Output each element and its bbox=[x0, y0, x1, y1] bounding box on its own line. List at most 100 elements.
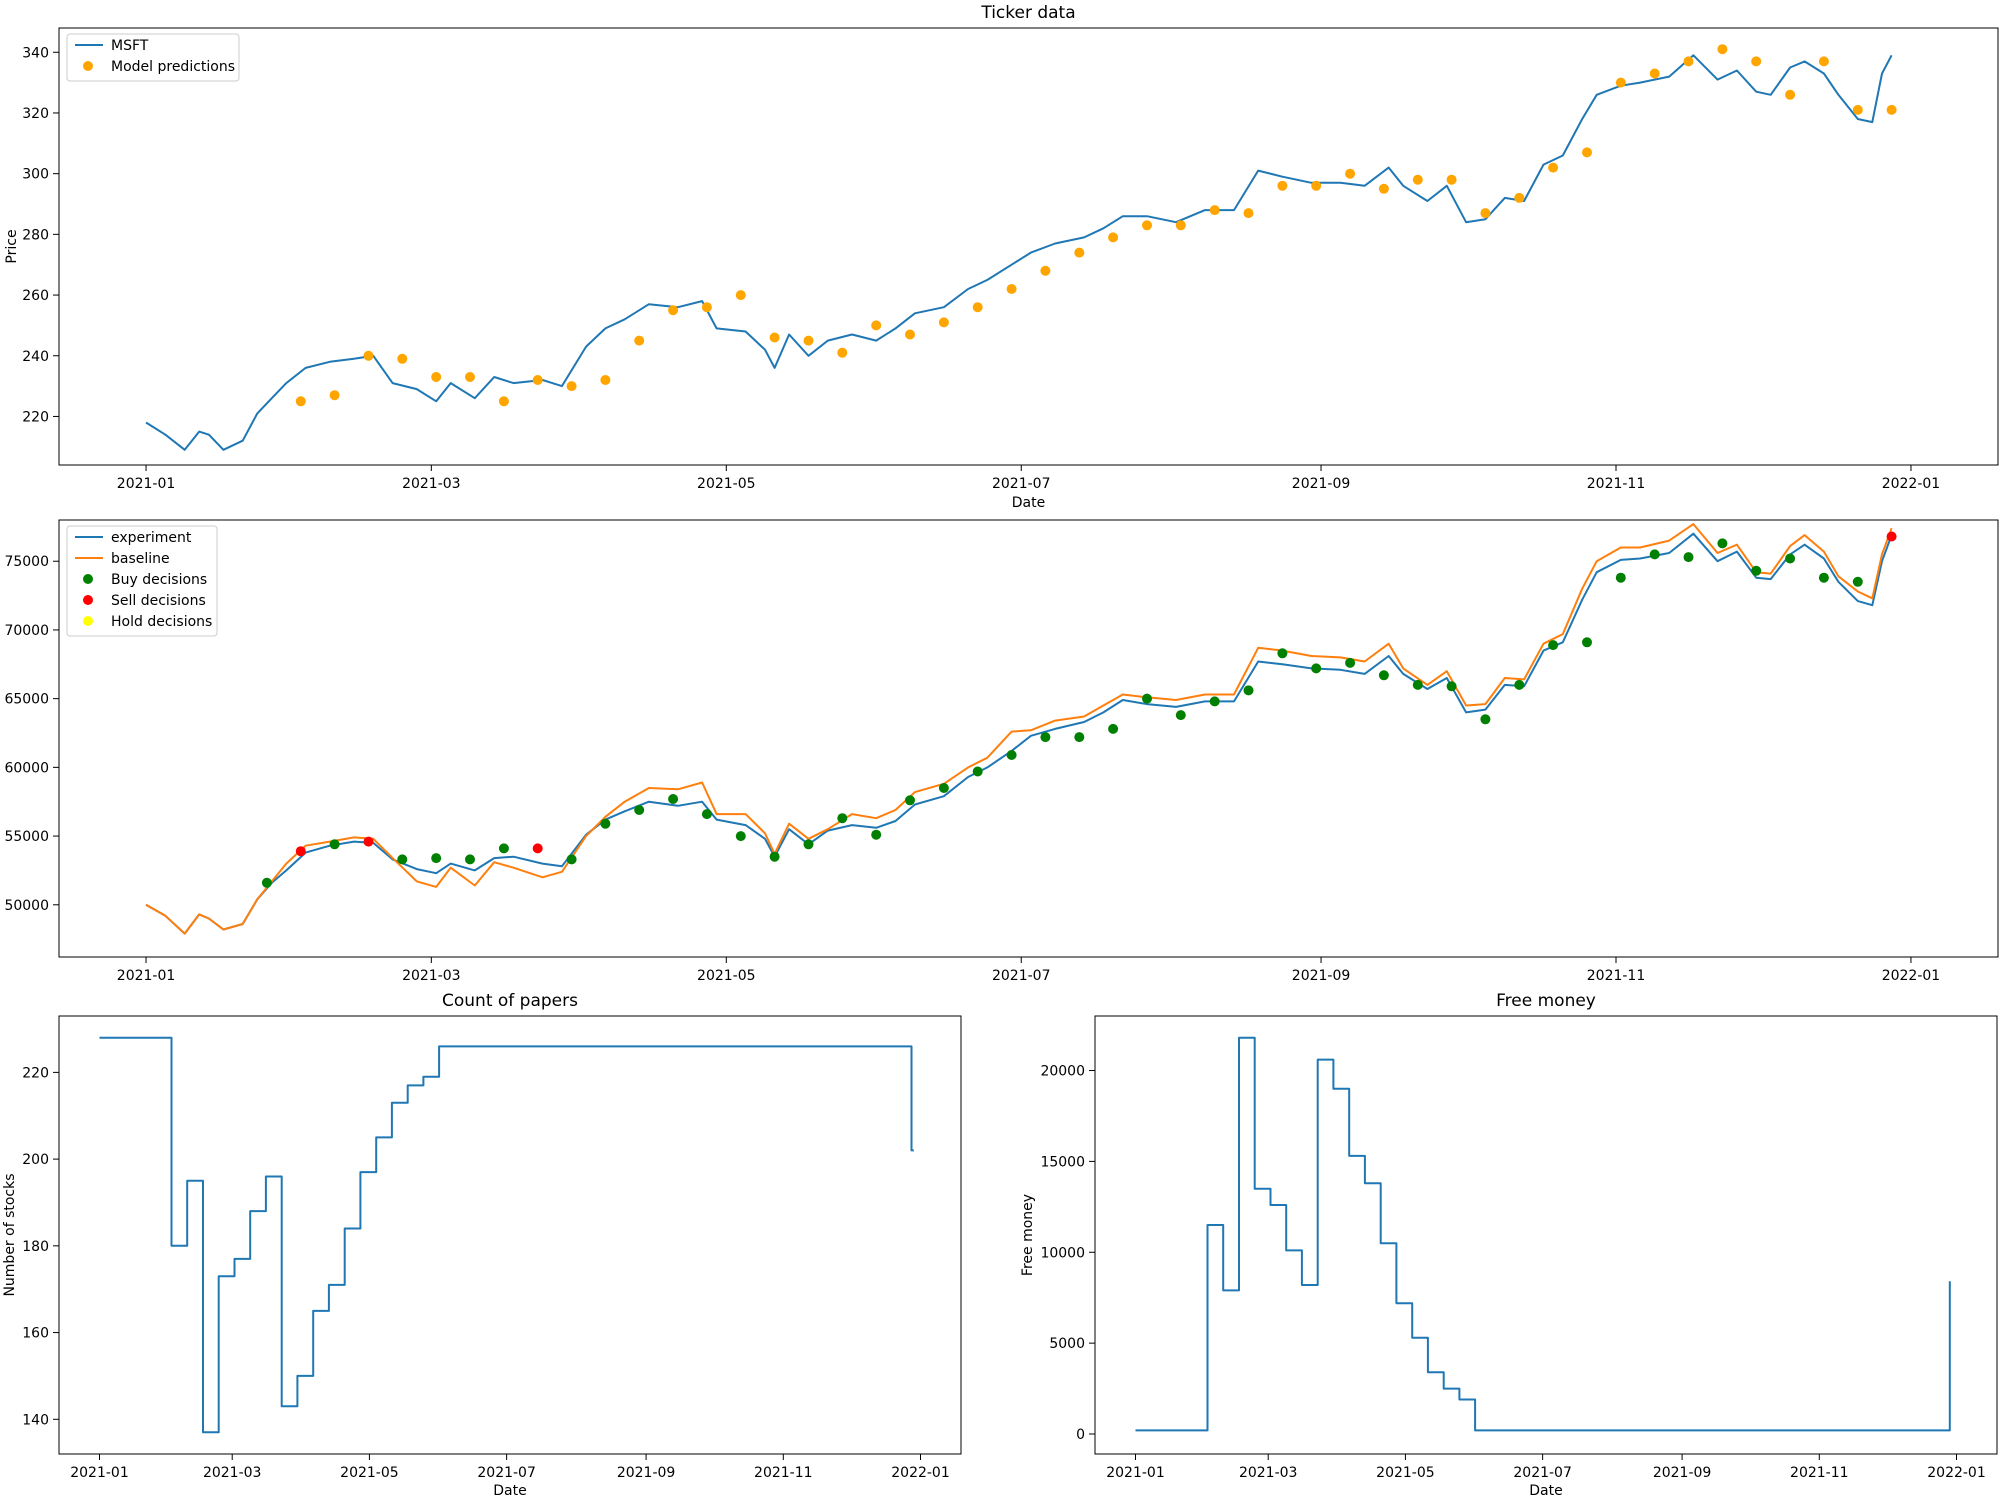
x-tick-label: 2021-03 bbox=[402, 968, 461, 984]
series-line bbox=[99, 1036, 914, 1434]
x-tick-label: 2021-11 bbox=[1587, 476, 1646, 492]
model-predictions-point bbox=[1142, 220, 1152, 231]
buy-decisions-point bbox=[465, 854, 475, 865]
sell-decisions-point bbox=[532, 843, 543, 854]
y-tick-label: 70000 bbox=[4, 623, 49, 639]
plot-frame bbox=[58, 1015, 962, 1455]
y-tick-label: 20000 bbox=[1040, 1064, 1085, 1080]
buy-decisions-point bbox=[1108, 723, 1119, 734]
count-of-papers-chart: Count of papers 2021-01 2021-03 2021-05 202… bbox=[2, 991, 962, 1499]
model-predictions-point bbox=[735, 290, 746, 301]
x-tick-label: 2021-01 bbox=[70, 1465, 129, 1481]
buy-decisions-point bbox=[634, 805, 645, 815]
model-predictions-point bbox=[1378, 183, 1389, 194]
y-tick-label: 50000 bbox=[4, 898, 49, 914]
legend: experiment baseline Buy decisions Sell d… bbox=[66, 525, 218, 637]
model-predictions-point bbox=[1209, 205, 1220, 216]
buy-decisions-point bbox=[837, 813, 848, 824]
legend-marker-buy bbox=[83, 574, 93, 584]
model-predictions-point bbox=[1548, 162, 1559, 173]
y-tick-label: 60000 bbox=[4, 760, 49, 776]
y-axis-label: Number of stocks bbox=[2, 1173, 18, 1296]
model-predictions-point bbox=[295, 396, 306, 407]
y-tick-label: 220 bbox=[22, 1065, 49, 1081]
buy-decisions-point bbox=[1040, 732, 1051, 743]
buy-decisions-point bbox=[1818, 572, 1829, 583]
y-axis-label: Price bbox=[4, 229, 20, 263]
series-line bbox=[1135, 1036, 1951, 1432]
ticker-price-chart: Ticker data 2021-01 2021-03 2021-05 2021-07… bbox=[4, 3, 1999, 511]
buy-decisions-point bbox=[701, 809, 712, 820]
x-tick-label: 2021-01 bbox=[117, 968, 176, 984]
y-tick-label: 10000 bbox=[1040, 1245, 1085, 1261]
buy-decisions-point bbox=[1649, 549, 1660, 560]
x-tick-label: 2021-05 bbox=[340, 1465, 399, 1481]
y-tick-label: 340 bbox=[22, 45, 49, 61]
x-tick-label: 2021-09 bbox=[617, 1465, 676, 1481]
buy-decisions-point bbox=[1345, 657, 1356, 668]
model-predictions-point bbox=[329, 390, 340, 401]
sell-decisions-point bbox=[1886, 531, 1897, 542]
buy-decisions-point bbox=[1852, 576, 1863, 587]
model-predictions-point bbox=[1243, 208, 1254, 219]
buy-decisions-point bbox=[329, 839, 340, 850]
x-tick-label: 2022-01 bbox=[1882, 968, 1941, 984]
model-predictions-point bbox=[465, 372, 475, 382]
sell-decisions-point bbox=[363, 836, 374, 847]
y-tick-label: 220 bbox=[22, 409, 49, 425]
buy-decisions-point bbox=[1209, 696, 1220, 707]
buy-decisions-point bbox=[1717, 538, 1728, 549]
buy-decisions-point bbox=[1243, 685, 1254, 696]
buy-decisions-point bbox=[600, 818, 611, 829]
buy-decisions-point bbox=[1785, 553, 1796, 564]
x-tick-label: 2021-01 bbox=[117, 476, 176, 492]
buy-decisions-point bbox=[1074, 732, 1085, 743]
model-predictions-point bbox=[363, 350, 374, 361]
model-predictions-point bbox=[1751, 56, 1762, 67]
x-tick-label: 2021-09 bbox=[1292, 476, 1351, 492]
baseline-line bbox=[145, 523, 1893, 935]
model-predictions-point bbox=[1818, 56, 1829, 67]
x-tick-label: 2021-03 bbox=[402, 476, 461, 492]
model-predictions-point bbox=[1345, 168, 1356, 179]
msft-line bbox=[145, 54, 1893, 451]
model-predictions-point bbox=[1412, 174, 1423, 185]
model-predictions-point bbox=[1006, 284, 1017, 294]
x-tick-label: 2021-07 bbox=[992, 476, 1051, 492]
model-predictions-point bbox=[972, 302, 983, 313]
x-tick-label: 2021-05 bbox=[697, 476, 756, 492]
buy-decisions-point bbox=[871, 829, 882, 840]
y-tick-label: 55000 bbox=[4, 829, 49, 845]
model-predictions-point bbox=[1886, 104, 1897, 115]
buy-decisions-point bbox=[1412, 679, 1423, 690]
plot-frame bbox=[58, 27, 1999, 466]
model-predictions-point bbox=[1649, 68, 1660, 79]
plot-area: 2021-01 2021-03 2021-05 2021-07 2021-09 2021-… bbox=[22, 1036, 950, 1481]
x-tick-label: 2022-01 bbox=[891, 1465, 950, 1481]
buy-decisions-point bbox=[1480, 714, 1491, 725]
y-tick-label: 75000 bbox=[4, 554, 49, 570]
x-tick-label: 2021-03 bbox=[203, 1465, 262, 1481]
x-tick-label: 2021-05 bbox=[697, 968, 756, 984]
x-tick-label: 2021-07 bbox=[1513, 1465, 1572, 1481]
model-predictions-point bbox=[397, 353, 408, 364]
x-tick-label: 2021-07 bbox=[477, 1465, 536, 1481]
model-predictions-point bbox=[701, 302, 712, 313]
model-predictions-point bbox=[668, 305, 679, 316]
model-predictions-point bbox=[837, 347, 848, 358]
y-axis-label: Free money bbox=[1020, 1194, 1036, 1276]
y-tick-label: 300 bbox=[22, 167, 49, 183]
buy-decisions-point bbox=[498, 843, 509, 854]
plot-frame bbox=[58, 519, 1999, 958]
buy-decisions-point bbox=[431, 853, 442, 864]
x-tick-label: 2021-09 bbox=[1653, 1465, 1712, 1481]
x-tick-label: 2021-01 bbox=[1106, 1465, 1165, 1481]
y-tick-label: 65000 bbox=[4, 692, 49, 708]
buy-decisions-point bbox=[1615, 572, 1626, 583]
buy-decisions-point bbox=[1006, 750, 1017, 760]
buy-decisions-point bbox=[1683, 552, 1694, 563]
x-tick-label: 2021-07 bbox=[992, 968, 1051, 984]
buy-decisions-point bbox=[1514, 679, 1525, 690]
plot-frame bbox=[1094, 1015, 1998, 1455]
